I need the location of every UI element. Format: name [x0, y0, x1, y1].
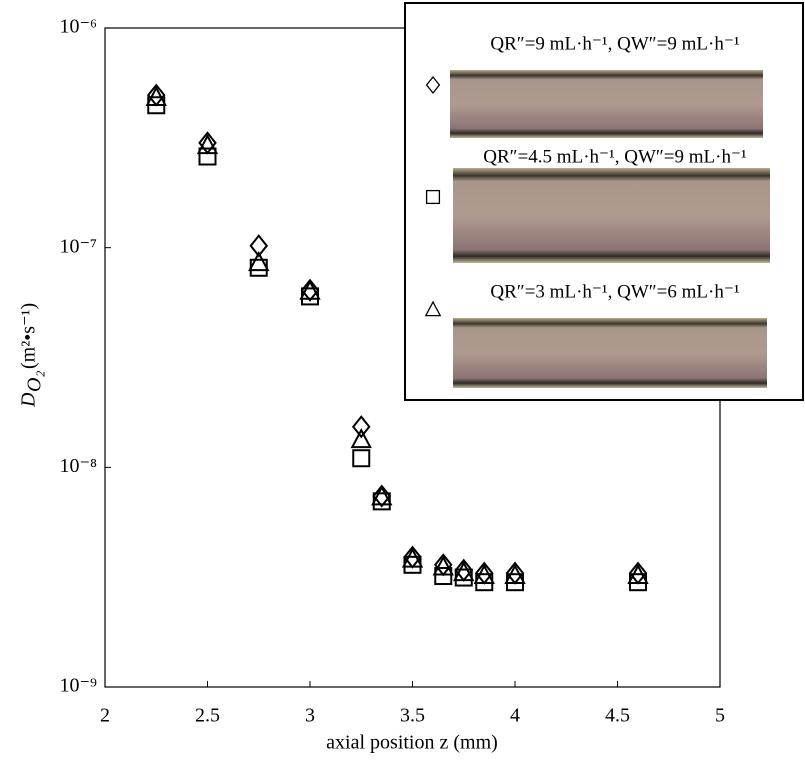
diamond-marker — [249, 234, 269, 258]
triangle-marker — [371, 485, 393, 506]
triangle-marker — [627, 563, 649, 585]
square-marker — [425, 189, 441, 205]
y-tick-label: 10⁻⁸ — [59, 455, 97, 477]
y-tick-label: 10⁻⁶ — [59, 16, 97, 38]
triangle-marker — [350, 427, 372, 449]
square-marker — [434, 567, 453, 586]
y-label-symbol: D — [18, 392, 40, 408]
square-marker — [198, 147, 217, 166]
triangle-marker — [248, 251, 270, 272]
x-tick-label: 2.5 — [195, 705, 220, 727]
triangle-marker — [299, 279, 321, 300]
legend-label: QR″=4.5 mL·h⁻¹, QW″=9 mL·h⁻¹ — [483, 146, 747, 167]
legend-label: QR″=3 mL·h⁻¹, QW″=6 mL·h⁻¹ — [490, 281, 739, 302]
triangle-marker — [145, 85, 167, 107]
photo — [453, 318, 767, 388]
square-marker — [352, 449, 371, 468]
diamond-marker — [300, 278, 320, 302]
diamond-marker — [351, 415, 371, 439]
x-tick-label: 3.5 — [400, 705, 425, 727]
y-tick-label: 10⁻⁹ — [59, 675, 97, 697]
photo — [453, 168, 770, 263]
triangle-marker — [424, 300, 442, 317]
triangle-marker — [473, 563, 495, 585]
y-axis-label: D O₂ (m²•s⁻¹) — [18, 303, 46, 408]
legend-label: QR″=9 mL·h⁻¹, QW″=9 mL·h⁻¹ — [490, 33, 739, 54]
x-tick-label: 4 — [510, 705, 520, 727]
triangle-marker — [453, 560, 475, 582]
diamond-marker — [425, 75, 441, 95]
legend: QR″=9 mL·h⁻¹, QW″=9 mL·h⁻¹ QR″=4.5 mL·h⁻¹… — [404, 2, 804, 401]
y-tick-label: 10⁻⁷ — [59, 235, 97, 257]
x-tick-label: 2 — [100, 705, 110, 727]
x-axis-label: axial position z (mm) — [326, 732, 498, 754]
plot-area: 2 2.5 3 3.5 4 4.5 5 10⁻⁹ 10⁻⁸ 10⁻⁷ 10⁻⁶ — [59, 16, 725, 727]
y-label-units: (m²•s⁻¹) — [18, 303, 40, 369]
x-tick-label: 5 — [715, 705, 725, 727]
triangle-marker — [196, 133, 219, 155]
triangle-marker — [401, 547, 424, 568]
triangle-marker — [432, 555, 454, 576]
y-label-subscript: O₂ — [24, 371, 46, 392]
x-tick-label: 4.5 — [605, 705, 630, 727]
triangle-marker — [504, 563, 526, 585]
photo — [450, 70, 763, 138]
x-tick-label: 3 — [305, 705, 315, 727]
